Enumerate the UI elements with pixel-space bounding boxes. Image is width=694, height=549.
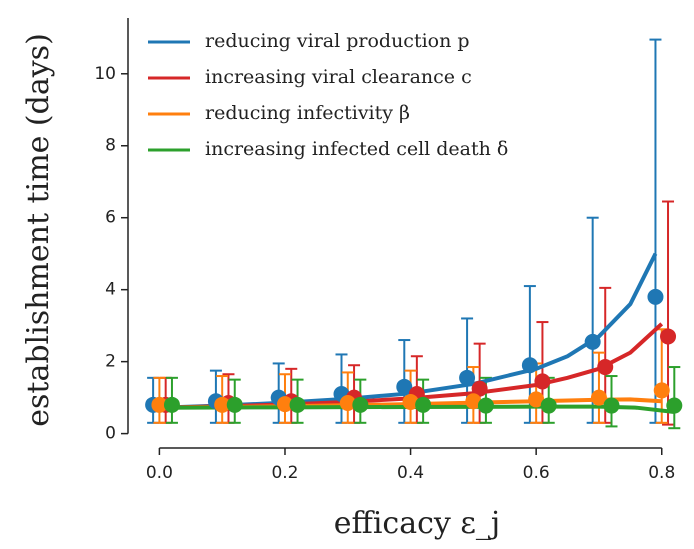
point (352, 396, 369, 413)
point (415, 396, 432, 413)
y-axis-label: establishment time (days) (21, 33, 56, 427)
x-tick-label: 0.4 (397, 463, 424, 483)
legend-label: reducing infectivity β (205, 102, 410, 124)
x-axis-label: efficacy ε_j (334, 506, 500, 541)
y-tick-label: 10 (94, 64, 116, 84)
point (666, 397, 683, 414)
point (660, 328, 677, 345)
legend-label: increasing viral clearance c (205, 66, 472, 88)
error-bar (649, 38, 662, 424)
y-tick-label: 2 (105, 352, 116, 372)
point (597, 359, 614, 376)
x-tick-label: 0.2 (271, 463, 298, 483)
point (465, 393, 482, 410)
point (289, 396, 306, 413)
point (647, 288, 664, 305)
y-tick-label: 8 (105, 136, 116, 156)
point (151, 396, 168, 413)
y-tick-label: 4 (105, 280, 116, 300)
point (459, 369, 476, 386)
point (339, 395, 356, 412)
point (396, 378, 413, 395)
x-tick-label: 0.8 (648, 463, 675, 483)
point (540, 397, 557, 414)
point (471, 380, 488, 397)
x-tick-label: 0.0 (146, 463, 173, 483)
point (534, 373, 551, 390)
point (226, 396, 243, 413)
point (276, 396, 293, 413)
point (590, 389, 607, 406)
point (402, 393, 419, 410)
point (584, 333, 601, 350)
point (477, 397, 494, 414)
point (214, 396, 231, 413)
legend-label: increasing infected cell death δ (205, 138, 508, 160)
point (653, 382, 670, 399)
point (603, 397, 620, 414)
x-tick-label: 0.6 (523, 463, 550, 483)
point (163, 396, 180, 413)
y-tick-label: 6 (105, 208, 116, 228)
point (528, 391, 545, 408)
legend-label: reducing viral production p (205, 30, 470, 52)
point (521, 357, 538, 374)
y-tick-label: 0 (105, 424, 116, 444)
